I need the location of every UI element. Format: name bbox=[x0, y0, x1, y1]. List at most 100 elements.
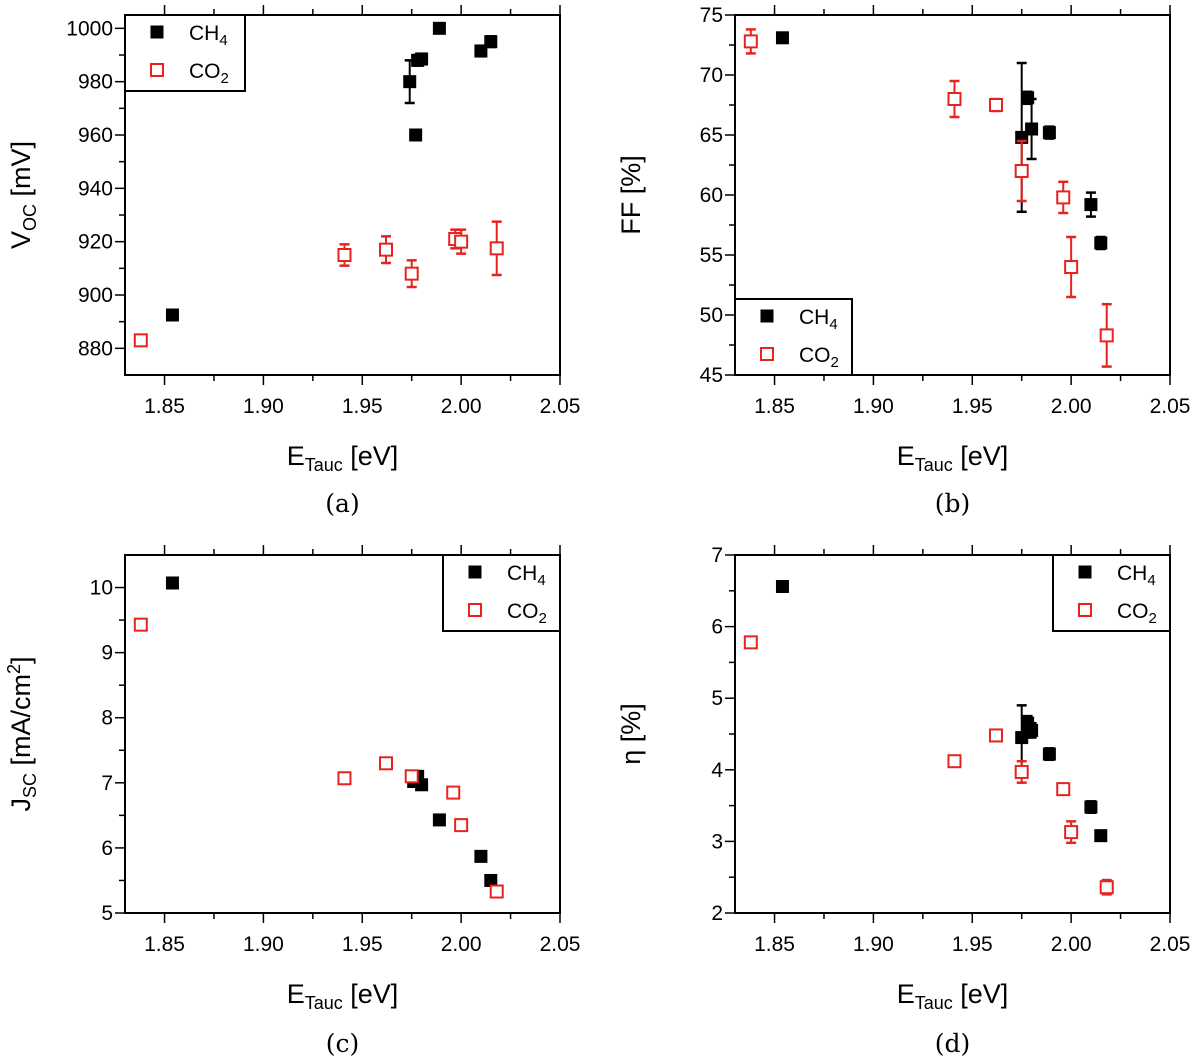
y-tick-label: 5 bbox=[101, 902, 113, 925]
y-tick-label: 6 bbox=[711, 616, 723, 639]
y-tick-label: 880 bbox=[78, 337, 113, 360]
x-axis-title: ETauc [eV] bbox=[897, 979, 1009, 1013]
co2-point bbox=[404, 769, 419, 784]
ch4-point bbox=[165, 308, 179, 322]
x-tick-label: 2.00 bbox=[441, 933, 482, 956]
co2-point bbox=[1014, 764, 1029, 779]
co2-point bbox=[133, 333, 148, 348]
y-tick-label: 7 bbox=[101, 772, 113, 795]
y-tick-label: 1000 bbox=[66, 17, 113, 40]
ch4-point bbox=[474, 849, 488, 863]
co2-point bbox=[743, 635, 758, 650]
legend-marker-co2 bbox=[1078, 603, 1092, 617]
co2-point bbox=[1099, 880, 1114, 895]
co2-point bbox=[947, 754, 962, 769]
y-tick-label: 4 bbox=[711, 759, 723, 782]
y-tick-label: 60 bbox=[700, 184, 723, 207]
ch4-point bbox=[1084, 800, 1098, 814]
ch4-point bbox=[1015, 731, 1029, 745]
x-tick-label: 1.90 bbox=[853, 395, 894, 418]
y-tick-label: 980 bbox=[78, 71, 113, 94]
legend-marker-ch4 bbox=[1078, 565, 1092, 579]
legend-label-co2: CO2 bbox=[189, 60, 229, 87]
panel-caption: (d) bbox=[935, 1029, 971, 1058]
y-tick-label: 70 bbox=[700, 64, 723, 87]
co2-point bbox=[489, 884, 504, 899]
co2-point bbox=[743, 34, 758, 49]
y-tick-label: 920 bbox=[78, 231, 113, 254]
legend-label-ch4: CH4 bbox=[507, 562, 546, 589]
ch4-point bbox=[1042, 747, 1056, 761]
ch4-point bbox=[1094, 236, 1108, 250]
x-tick-label: 1.95 bbox=[342, 933, 383, 956]
co2-point bbox=[989, 728, 1003, 743]
y-tick-label: 9 bbox=[101, 642, 113, 665]
y-tick-label: 7 bbox=[711, 544, 723, 567]
co2-point bbox=[1056, 190, 1071, 205]
plot-frame bbox=[124, 554, 561, 914]
co2-point bbox=[379, 242, 393, 257]
ch4-point bbox=[409, 128, 423, 142]
ch4-point bbox=[415, 52, 429, 66]
co2-point bbox=[1064, 260, 1079, 274]
ch4-point bbox=[474, 44, 488, 58]
x-tick-label: 1.85 bbox=[144, 395, 185, 418]
y-tick-label: 6 bbox=[101, 837, 113, 860]
x-tick-label: 1.85 bbox=[754, 395, 795, 418]
x-tick-label: 1.85 bbox=[754, 933, 795, 956]
co2-point bbox=[446, 785, 461, 800]
ch4-point bbox=[1042, 126, 1056, 140]
chart-panel-c: 1.85 1.90 1.95 2.00 2.05 5 6 7 8 9 10 ETauc [eV] JSC… bbox=[4, 545, 580, 1058]
x-tick-label: 2.00 bbox=[441, 395, 482, 418]
co2-point bbox=[454, 234, 469, 249]
co2-point bbox=[404, 266, 419, 281]
y-tick-label: 45 bbox=[700, 364, 723, 387]
chart-panel-a: 1.85 1.90 1.95 2.00 2.05 880 900 920 940 960 980 10… bbox=[6, 5, 580, 518]
ch4-point bbox=[1094, 829, 1108, 843]
co2-point bbox=[1014, 164, 1029, 178]
legend-marker-ch4 bbox=[468, 565, 482, 579]
co2-point bbox=[133, 617, 148, 632]
co2-point bbox=[1064, 825, 1079, 840]
ch4-point bbox=[432, 813, 446, 827]
x-tick-label: 1.90 bbox=[243, 395, 284, 418]
y-tick-label: 65 bbox=[700, 124, 723, 147]
panel-caption: (a) bbox=[325, 489, 359, 518]
y-axis-title: VOC [mV] bbox=[6, 141, 40, 249]
y-tick-label: 50 bbox=[700, 304, 723, 327]
y-axis-title: FF [%] bbox=[616, 155, 646, 235]
ch4-point bbox=[1025, 122, 1039, 136]
legend-marker-co2 bbox=[150, 63, 164, 77]
ch4-point bbox=[484, 873, 498, 887]
y-tick-label: 940 bbox=[78, 177, 113, 200]
x-tick-label: 1.90 bbox=[853, 933, 894, 956]
y-axis-title: η [%] bbox=[616, 703, 646, 765]
x-tick-label: 1.85 bbox=[144, 933, 185, 956]
x-tick-label: 2.05 bbox=[1150, 395, 1191, 418]
co2-point bbox=[947, 92, 962, 106]
legend-marker-ch4 bbox=[760, 309, 774, 323]
x-tick-label: 1.95 bbox=[952, 933, 993, 956]
ch4-point bbox=[775, 31, 789, 45]
legend-label-ch4: CH4 bbox=[1117, 562, 1156, 589]
chart-panel-d: 1.85 1.90 1.95 2.00 2.05 2 3 4 5 6 7 ETauc [eV] η [%… bbox=[616, 544, 1190, 1058]
co2-point bbox=[989, 98, 1003, 112]
legend-label-co2: CO2 bbox=[507, 600, 547, 627]
ch4-point bbox=[432, 21, 446, 35]
y-tick-label: 3 bbox=[711, 830, 723, 853]
y-tick-label: 5 bbox=[711, 687, 723, 710]
x-tick-label: 2.00 bbox=[1051, 933, 1092, 956]
chart-panel-b: 1.85 1.90 1.95 2.00 2.05 45 50 55 60 65 70 75 ETauc … bbox=[616, 4, 1190, 518]
ch4-point bbox=[775, 580, 789, 594]
x-tick-label: 2.00 bbox=[1051, 395, 1092, 418]
y-tick-label: 2 bbox=[711, 902, 723, 925]
legend-box bbox=[734, 298, 853, 376]
legend-marker-ch4 bbox=[150, 25, 164, 39]
legend-marker-co2 bbox=[468, 603, 482, 617]
y-axis-title: JSC [mA/cm2] bbox=[4, 656, 40, 811]
co2-point bbox=[489, 241, 504, 256]
co2-point bbox=[379, 756, 393, 771]
co2-point bbox=[337, 771, 352, 786]
y-tick-label: 55 bbox=[700, 244, 723, 267]
ch4-point bbox=[1025, 723, 1039, 737]
